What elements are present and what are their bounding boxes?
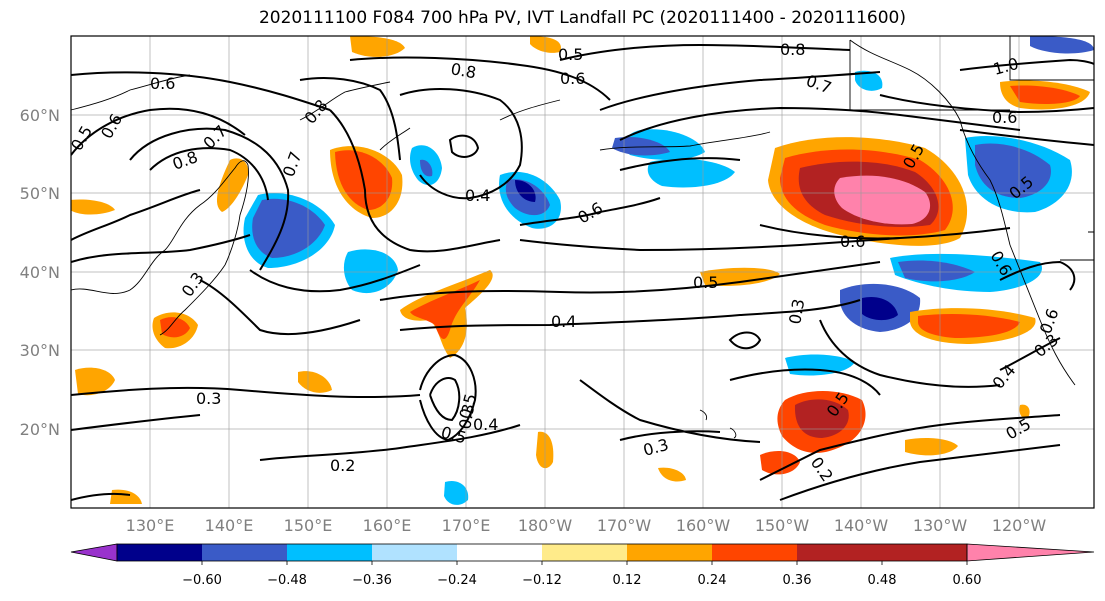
lon-label: 180°W (518, 516, 573, 535)
lat-label: 20°N (20, 420, 60, 439)
graticule (71, 36, 1094, 508)
lon-label: 130°E (126, 516, 175, 535)
lon-label: 130°W (913, 516, 968, 535)
lon-label: 150°W (755, 516, 810, 535)
lat-label: 40°N (20, 263, 60, 282)
colorbar-tick-label: −0.24 (437, 573, 477, 588)
colorbar-tick-label: 0.24 (698, 573, 727, 588)
map-frame (70, 35, 1095, 509)
lon-label: 140°E (205, 516, 254, 535)
colorbar-tick-label: −0.12 (522, 573, 562, 588)
lon-label: 120°W (992, 516, 1047, 535)
contour-label: 0.3 (785, 297, 808, 325)
lon-label: 140°W (834, 516, 889, 535)
colorbar-tick-label: 0.48 (868, 573, 897, 588)
colorbar-segment (882, 544, 967, 561)
contour-label: 0.2 (330, 456, 355, 475)
latitude-labels: 60°N 50°N 40°N 30°N 20°N (20, 106, 60, 439)
lon-label: 150°E (284, 516, 333, 535)
pv-contours (71, 43, 1094, 501)
colorbar-tick-label: −0.36 (352, 573, 392, 588)
contour-label: 0.5 (693, 273, 718, 292)
contour-label: 0.4 (551, 312, 576, 331)
contour-label: 0.5 (558, 45, 583, 64)
colorbar-segment (712, 544, 797, 561)
lat-label: 60°N (20, 106, 60, 125)
contour-label: 0.3 (455, 402, 478, 430)
contour-label: 0.8 (449, 59, 477, 82)
lon-label: 170°W (597, 516, 652, 535)
longitude-labels: 130°E 140°E 150°E 160°E 170°E 180°W 170°… (126, 516, 1047, 535)
colorbar-extend-high (966, 543, 1095, 562)
contour-label: 0.4 (473, 415, 498, 434)
contour-label: 0.6 (840, 232, 865, 251)
colorbar-tick-label: −0.48 (267, 573, 307, 588)
colorbar-tick-label: 0.60 (953, 573, 982, 588)
lon-label: 170°E (442, 516, 491, 535)
colorbar-segment (627, 544, 712, 561)
colorbar-segment (542, 544, 627, 561)
colorbar-segment (372, 544, 457, 561)
contour-label: 0.6 (560, 69, 585, 88)
contour-label: 0.4 (465, 186, 490, 205)
colorbar: −0.60 −0.48 −0.36 −0.24 −0.12 0.12 0.24 … (70, 543, 1095, 588)
colorbar-tick-label: 0.12 (613, 573, 642, 588)
contour-label: 0.8 (780, 40, 805, 59)
coastlines (71, 36, 1094, 439)
lat-label: 30°N (20, 341, 60, 360)
colorbar-segment (287, 544, 372, 561)
lon-label: 160°E (363, 516, 412, 535)
colorbar-tick-label: −0.60 (182, 573, 222, 588)
map-title: 2020111100 F084 700 hPa PV, IVT Landfall… (258, 8, 906, 28)
contour-label: 0.3 (196, 389, 221, 408)
colorbar-segment (797, 544, 882, 561)
colorbar-segment (117, 544, 202, 561)
colorbar-segment (457, 544, 542, 561)
lon-label: 160°W (676, 516, 731, 535)
contour-label: 0.6 (150, 74, 175, 93)
colorbar-segment (202, 544, 287, 561)
lat-label: 50°N (20, 184, 60, 203)
ivt-shading (71, 36, 1094, 505)
colorbar-tick-label: 0.36 (783, 573, 812, 588)
contour-label: 0.6 (992, 108, 1017, 127)
colorbar-extend-low (70, 543, 118, 562)
